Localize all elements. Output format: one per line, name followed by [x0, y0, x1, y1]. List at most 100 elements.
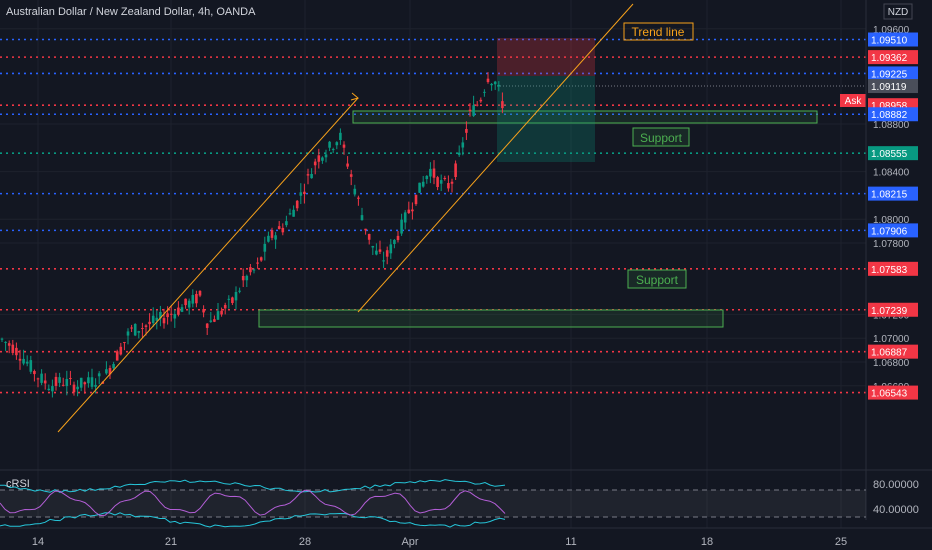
- candle-body: [425, 175, 429, 180]
- candle-body: [346, 163, 349, 167]
- candle-body: [317, 155, 321, 162]
- price-level-badge: [868, 344, 918, 359]
- price-level-lines: [0, 38, 866, 394]
- candle-body: [407, 209, 411, 214]
- candle-body: [393, 239, 396, 244]
- candle-body: [465, 129, 468, 133]
- candle-body: [281, 227, 285, 233]
- time-axis-label: Apr: [401, 536, 418, 548]
- trend-line-right[interactable]: [357, 3, 634, 313]
- position-stop-zone[interactable]: [497, 38, 595, 76]
- time-axis-label: 28: [299, 536, 311, 548]
- price-level-badge: [868, 32, 918, 47]
- support-label-lower: Support: [636, 273, 679, 287]
- candle-body: [288, 213, 292, 215]
- candle-body: [285, 221, 288, 226]
- candle-body: [94, 384, 97, 387]
- candle-body: [130, 327, 133, 329]
- price-level-badge-label: 1.07906: [871, 226, 908, 237]
- candle-body: [177, 307, 180, 315]
- candle-body: [238, 290, 241, 292]
- ask-label-box: [840, 94, 866, 107]
- candle-body: [339, 132, 342, 141]
- candle-body: [15, 347, 18, 356]
- candle-body: [295, 200, 299, 209]
- candle-body: [18, 358, 22, 361]
- candle-body: [418, 182, 421, 193]
- price-axis-tick: 1.08800: [873, 120, 910, 131]
- candle-body: [141, 327, 144, 329]
- candle-body: [126, 331, 130, 336]
- candle-body: [501, 101, 504, 109]
- price-level-badge: [868, 79, 918, 94]
- price-level-badge: [868, 261, 918, 276]
- price-level-badge-label: 1.08958: [871, 101, 908, 112]
- candle-body: [461, 142, 465, 148]
- candle-body: [202, 309, 205, 313]
- crsi-upper-band: [0, 479, 506, 493]
- candle-body: [270, 230, 274, 238]
- price-axis-tick: 1.08000: [873, 215, 910, 226]
- candle-body: [209, 320, 213, 322]
- candle-body: [267, 235, 270, 242]
- price-level-badge: [868, 385, 918, 400]
- currency-badge[interactable]: [883, 3, 913, 20]
- price-level-badge: [868, 302, 918, 317]
- candle-body: [65, 378, 69, 387]
- price-level-badge-label: 1.08215: [871, 190, 908, 201]
- candle-body: [335, 142, 339, 146]
- candle-body: [205, 323, 209, 328]
- price-level-badge-label: 1.09225: [871, 69, 908, 80]
- candle-body: [155, 317, 159, 321]
- candle-body: [263, 243, 267, 252]
- candle-body: [497, 84, 501, 87]
- candle-body: [400, 219, 403, 234]
- support-zone-lower[interactable]: [258, 309, 724, 328]
- time-axis[interactable]: 14 21 28 Apr 11 18 25: [32, 536, 847, 548]
- candle-body: [299, 192, 303, 196]
- candle-body: [310, 173, 313, 179]
- chart-title[interactable]: Australian Dollar / New Zealand Dollar, …: [6, 6, 256, 18]
- price-level-badge: [868, 107, 918, 122]
- candle-body: [385, 250, 389, 257]
- candle-body: [382, 260, 385, 262]
- candle-body: [479, 99, 483, 102]
- position-target-zone[interactable]: [497, 76, 595, 162]
- candle-body: [198, 290, 202, 296]
- crsi-level-40: 40.00000: [873, 504, 919, 516]
- trend-line-left[interactable]: [57, 97, 359, 433]
- candle-body: [213, 319, 216, 322]
- candle-body: [195, 293, 198, 304]
- support-label-lower-box: [627, 269, 687, 289]
- candle-body: [259, 257, 263, 261]
- candle-body: [457, 152, 461, 155]
- time-axis-label: 11: [565, 536, 576, 548]
- price-level-badge-label: 1.08555: [871, 149, 908, 160]
- time-axis-label: 18: [701, 536, 713, 548]
- candle-body: [159, 311, 162, 319]
- candle-body: [364, 228, 367, 231]
- candle-body: [36, 378, 40, 380]
- candle-body: [443, 177, 447, 180]
- support-zone-upper[interactable]: [352, 110, 818, 124]
- candle-body: [411, 209, 414, 212]
- price-level-badge-label: 1.09119: [871, 82, 907, 93]
- candle-body: [29, 360, 33, 372]
- candle-body: [151, 315, 155, 323]
- candle-body: [216, 311, 220, 320]
- price-level-badge: [868, 50, 918, 65]
- candle-body: [303, 191, 306, 195]
- candle-body: [475, 104, 479, 106]
- price-axis-tick: 1.06800: [873, 358, 910, 369]
- crsi-name[interactable]: cRSI: [6, 478, 30, 490]
- price-level-badge-label: 1.06887: [871, 348, 908, 359]
- price-axis-tick: 1.07000: [873, 334, 910, 345]
- candle-body: [342, 144, 346, 148]
- crsi-range-fill: [0, 490, 866, 517]
- support-label-upper: Support: [640, 131, 683, 145]
- price-axis-tick: 1.08400: [873, 168, 910, 179]
- candle-body: [123, 342, 126, 344]
- candle-body: [87, 377, 90, 384]
- price-level-badges: 1.095101.093621.092251.091191.089581.088…: [868, 32, 918, 400]
